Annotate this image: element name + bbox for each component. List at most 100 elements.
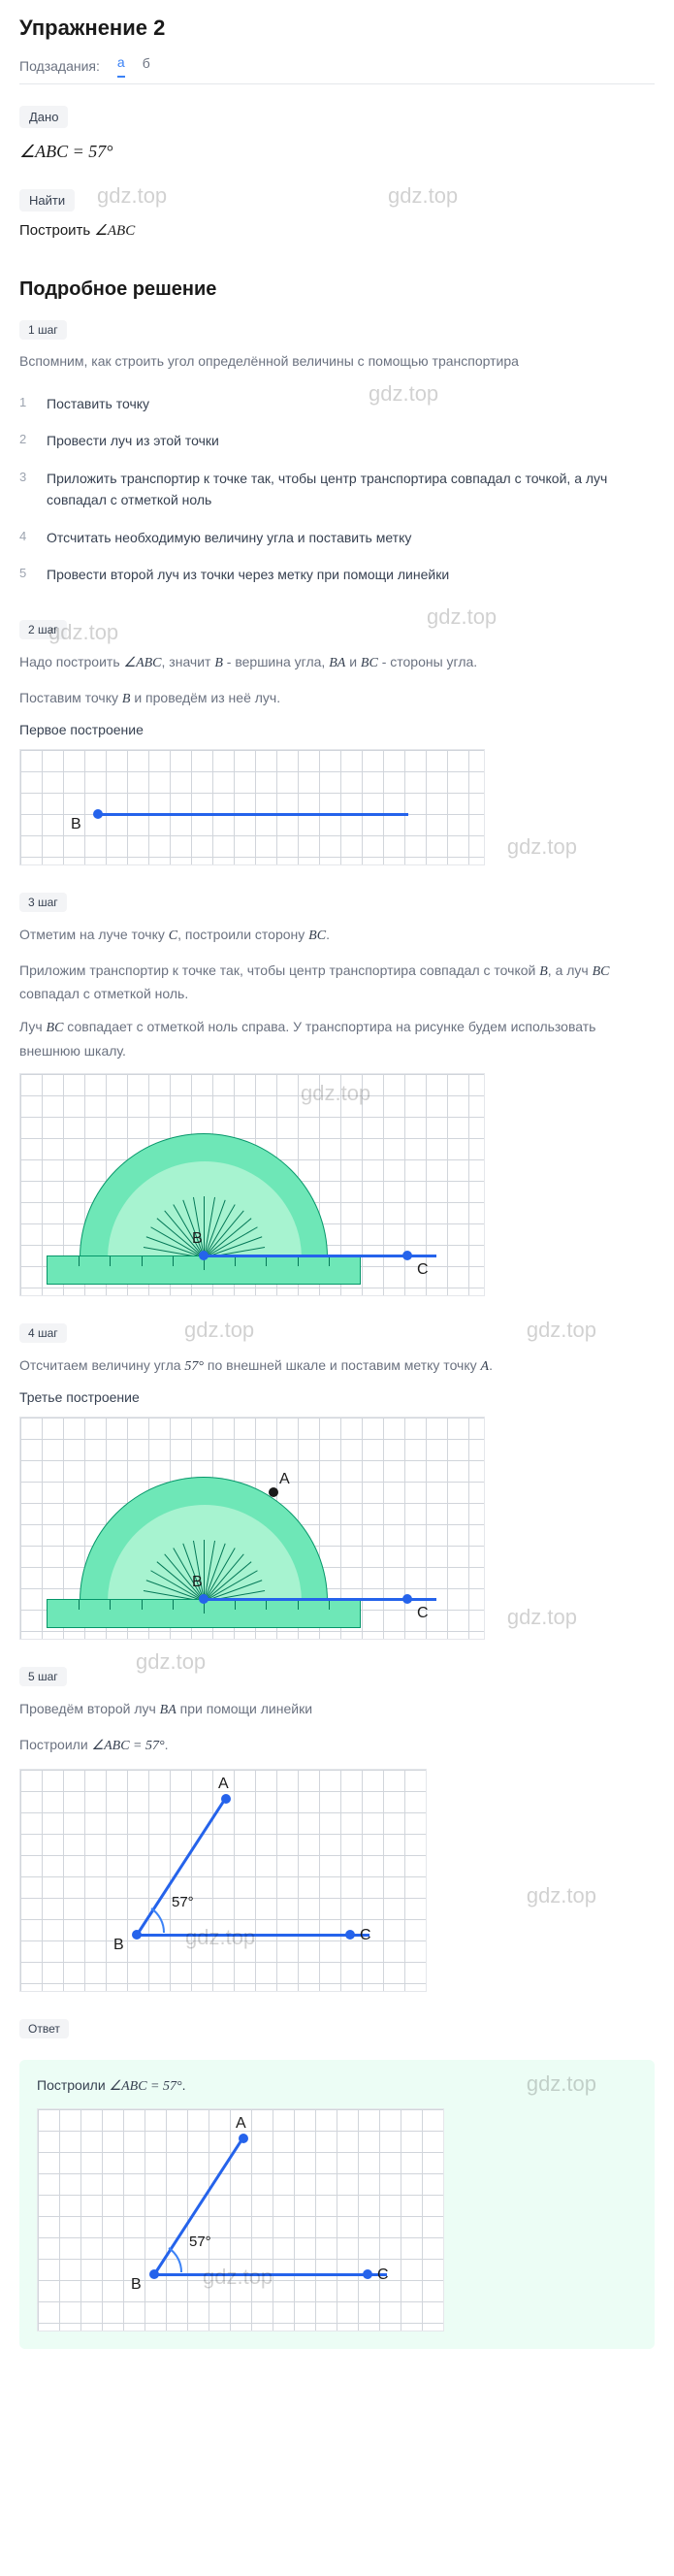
- step3-p2: Приложим транспортир к точке так, чтобы …: [19, 960, 655, 1005]
- point-b-dot: [132, 1930, 142, 1940]
- watermark-icon: gdz.top: [97, 183, 167, 209]
- point-a-dot: [269, 1487, 278, 1497]
- ray-bc: [98, 813, 408, 816]
- point-b-label: B: [131, 2276, 142, 2294]
- list-item: Приложить транспортир к точке так, чтобы…: [19, 460, 655, 519]
- txt: и: [345, 654, 361, 669]
- point-a-dot: [221, 1794, 231, 1804]
- step1-list: Поставить точку Провести луч из этой точ…: [19, 385, 655, 593]
- point-c-dot: [345, 1930, 355, 1940]
- point-b-label: B: [71, 816, 81, 833]
- txt: Поставим точку: [19, 690, 122, 705]
- step-chip: 2 шаг: [19, 620, 67, 639]
- watermark-icon: gdz.top: [527, 1318, 596, 1343]
- math: C: [169, 929, 177, 943]
- point-c-dot: [363, 2269, 372, 2279]
- solution-title: Подробное решение: [19, 278, 655, 301]
- point-b-label: B: [192, 1230, 203, 1248]
- list-item: Поставить точку: [19, 385, 655, 422]
- list-item: Провести луч из этой точки: [19, 422, 655, 459]
- list-item: Отсчитать необходимую величину угла и по…: [19, 519, 655, 556]
- point-c-dot: [402, 1251, 412, 1260]
- find-math: ∠ABC: [94, 223, 135, 239]
- txt: .: [182, 2077, 186, 2093]
- figure-ray: B: [19, 749, 485, 865]
- point-b-dot: [199, 1594, 209, 1604]
- construction-label: Третье построение: [19, 1389, 655, 1405]
- step3-p1: Отметим на луче точку C, построили сторо…: [19, 924, 655, 947]
- ray-bc: [204, 1255, 436, 1257]
- answer-label: Ответ: [19, 2019, 69, 2038]
- txt: - вершина угла,: [223, 654, 329, 669]
- txt: при помощи линейки: [177, 1701, 312, 1716]
- txt: Луч: [19, 1019, 47, 1034]
- math: BA: [329, 656, 345, 670]
- math: A: [481, 1359, 490, 1374]
- watermark-icon: gdz.top: [184, 1318, 254, 1343]
- step-chip: 4 шаг: [19, 1323, 67, 1343]
- math: BC: [308, 929, 326, 943]
- watermark-icon: gdz.top: [507, 834, 577, 860]
- point-b-dot: [149, 2269, 159, 2279]
- txt: - стороны угла.: [378, 654, 477, 669]
- point-b-dot: [199, 1251, 209, 1260]
- figure-angle-answer: B C A 57° gdz.top: [37, 2108, 444, 2331]
- step4-p1: Отсчитаем величину угла 57° по внешней ш…: [19, 1354, 655, 1378]
- step-chip: 5 шаг: [19, 1667, 67, 1686]
- txt: , а луч: [548, 962, 593, 978]
- point-c-label: C: [417, 1261, 429, 1279]
- step1-intro: Вспомним, как строить угол определённой …: [19, 351, 655, 372]
- txt: Приложим транспортир к точке так, чтобы …: [19, 962, 539, 978]
- answer-text: Построили ∠ABC = 57°.: [37, 2077, 637, 2095]
- math: ∠ABC = 57°: [110, 2079, 182, 2094]
- point-c-dot: [402, 1594, 412, 1604]
- txt: Надо построить: [19, 654, 124, 669]
- tab-b[interactable]: б: [143, 55, 150, 77]
- txt: .: [165, 1737, 169, 1752]
- protractor-arc: [80, 1133, 328, 1257]
- step-chip: 3 шаг: [19, 893, 67, 912]
- point-b-label: B: [192, 1574, 203, 1591]
- point-c-label: C: [360, 1927, 371, 1944]
- subtasks-label: Подзадания:: [19, 58, 100, 74]
- protractor-ticks: [80, 1134, 327, 1257]
- angle-value-label: 57°: [189, 2234, 211, 2250]
- figure-protractor-1: gdz.top B C: [19, 1073, 485, 1296]
- point-c-label: C: [417, 1605, 429, 1622]
- watermark-icon: gdz.top: [203, 2265, 273, 2290]
- step-chip: 1 шаг: [19, 320, 67, 340]
- step2-para2: Поставим точку B и проведём из неё луч.: [19, 687, 655, 710]
- point-b-label: B: [113, 1937, 124, 1954]
- answer-box: Построили ∠ABC = 57°. gdz.top B C A 57° …: [19, 2060, 655, 2349]
- subtasks-row: Подзадания: а б: [19, 54, 655, 84]
- math: 57°: [184, 1359, 204, 1374]
- math: ∠ABC: [124, 656, 162, 670]
- txt: Отметим на луче точку: [19, 927, 169, 942]
- point-a-label: A: [279, 1471, 290, 1488]
- txt: Проведём второй луч: [19, 1701, 160, 1716]
- math: B: [214, 656, 223, 670]
- step5-p1: Проведём второй луч BA при помощи линейк…: [19, 1698, 655, 1721]
- watermark-icon: gdz.top: [507, 1605, 577, 1630]
- point-a-label: A: [218, 1776, 229, 1793]
- watermark-icon: gdz.top: [388, 183, 458, 209]
- watermark-icon: gdz.top: [527, 1883, 596, 1908]
- txt: совпадал с отметкой ноль.: [19, 986, 188, 1001]
- txt: , построили сторону: [177, 927, 308, 942]
- exercise-title: Упражнение 2: [19, 16, 655, 41]
- math: BC: [593, 964, 610, 979]
- find-prefix: Построить: [19, 222, 94, 239]
- point-a-label: A: [236, 2115, 246, 2133]
- given-label: Дано: [19, 106, 68, 128]
- txt: .: [326, 927, 330, 942]
- watermark-icon: gdz.top: [185, 1925, 255, 1950]
- find-label: Найти: [19, 189, 75, 212]
- tab-a[interactable]: а: [117, 54, 125, 78]
- given-expr: ∠ABC = 57°: [19, 142, 655, 162]
- watermark-icon: gdz.top: [136, 1649, 206, 1675]
- step5-p2: Построили ∠ABC = 57°.: [19, 1734, 655, 1757]
- txt: , значит: [162, 654, 215, 669]
- math: BC: [361, 656, 378, 670]
- math: ∠ABC = 57°: [92, 1739, 165, 1753]
- step2-para1: Надо построить ∠ABC, значит B - вершина …: [19, 651, 655, 674]
